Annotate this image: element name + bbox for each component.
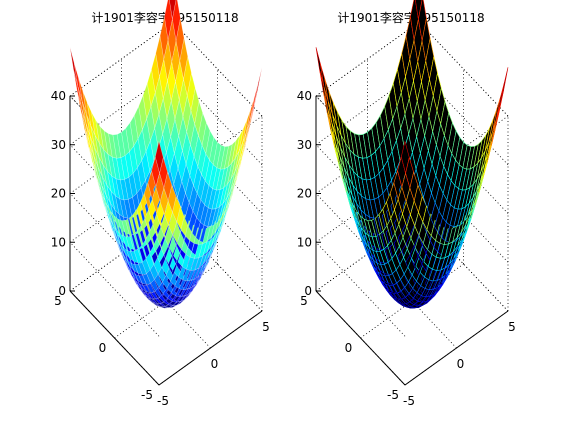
y-tick-label: 0 [345, 341, 353, 355]
surface-patch [253, 67, 263, 106]
grid-line [69, 21, 174, 97]
z-tick-label: 0 [58, 284, 66, 298]
surface-patch [246, 96, 255, 132]
x-axis-line [404, 310, 509, 386]
y-tick-label: -5 [141, 388, 153, 402]
grid-line [121, 253, 211, 349]
x-tick-label: 0 [457, 357, 465, 371]
grid-line [315, 21, 420, 97]
surface [315, 0, 509, 309]
y-tick-label: -5 [387, 388, 399, 402]
grid-line [172, 70, 263, 166]
grid-line [418, 70, 509, 166]
x-tick-label: -5 [157, 394, 169, 408]
subplot-1: 计1901李容宇195150118010203040-505-505 [51, 0, 270, 408]
subplot-2: 计1901李容宇195150118010203040-505-505 [297, 0, 516, 408]
y-axis-line [315, 290, 406, 386]
grid-line [315, 241, 406, 337]
grid-line [418, 21, 509, 117]
grid-line [418, 216, 509, 312]
z-tick-label: 0 [304, 284, 312, 298]
z-tick-label: 30 [297, 138, 312, 152]
z-tick-label: 30 [51, 138, 66, 152]
z-tick-label: 10 [297, 235, 312, 249]
z-tick-label: 40 [297, 89, 312, 103]
surface-patch [499, 67, 509, 106]
x-tick-label: 0 [211, 357, 219, 371]
x-tick-label: 5 [262, 320, 270, 334]
grid-line [172, 119, 263, 214]
z-tick-label: 10 [51, 235, 66, 249]
z-tick-label: 40 [51, 89, 66, 103]
surface-patch [69, 47, 79, 88]
y-axis-line [69, 290, 160, 386]
y-tick-label: 5 [300, 294, 308, 308]
y-tick-label: 0 [99, 341, 107, 355]
grid-line [69, 241, 160, 337]
grid-line [367, 253, 457, 349]
z-tick-label: 20 [297, 187, 312, 201]
grid-line [172, 167, 263, 263]
grid-line [418, 119, 509, 214]
grid-line [172, 21, 263, 117]
x-axis-line [158, 310, 263, 386]
y-tick-label: 5 [54, 294, 62, 308]
surface [69, 0, 263, 309]
x-tick-label: -5 [403, 394, 415, 408]
x-tick-label: 5 [508, 320, 516, 334]
z-tick-label: 20 [51, 187, 66, 201]
grid-line [418, 167, 509, 263]
grid-line [172, 216, 263, 312]
